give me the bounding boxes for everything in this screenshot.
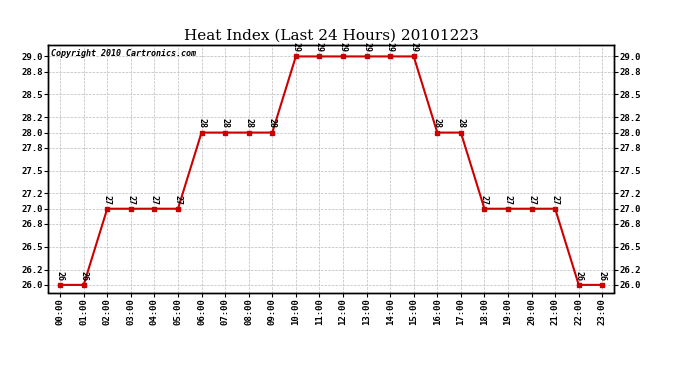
Text: Copyright 2010 Cartronics.com: Copyright 2010 Cartronics.com bbox=[51, 49, 196, 58]
Text: 28: 28 bbox=[433, 118, 442, 128]
Text: 29: 29 bbox=[291, 42, 300, 52]
Text: 29: 29 bbox=[315, 42, 324, 52]
Text: 28: 28 bbox=[197, 118, 206, 128]
Text: 26: 26 bbox=[56, 271, 65, 281]
Text: 27: 27 bbox=[150, 195, 159, 205]
Text: 29: 29 bbox=[409, 42, 418, 52]
Text: 26: 26 bbox=[598, 271, 607, 281]
Text: 26: 26 bbox=[79, 271, 88, 281]
Text: 27: 27 bbox=[126, 195, 135, 205]
Text: 29: 29 bbox=[386, 42, 395, 52]
Text: 27: 27 bbox=[527, 195, 536, 205]
Text: 28: 28 bbox=[456, 118, 465, 128]
Text: 28: 28 bbox=[268, 118, 277, 128]
Text: 27: 27 bbox=[504, 195, 513, 205]
Text: 27: 27 bbox=[103, 195, 112, 205]
Text: 29: 29 bbox=[339, 42, 348, 52]
Title: Heat Index (Last 24 Hours) 20101223: Heat Index (Last 24 Hours) 20101223 bbox=[184, 28, 479, 42]
Text: 27: 27 bbox=[480, 195, 489, 205]
Text: 26: 26 bbox=[574, 271, 583, 281]
Text: 28: 28 bbox=[221, 118, 230, 128]
Text: 28: 28 bbox=[244, 118, 253, 128]
Text: 29: 29 bbox=[362, 42, 371, 52]
Text: 27: 27 bbox=[551, 195, 560, 205]
Text: 27: 27 bbox=[173, 195, 182, 205]
